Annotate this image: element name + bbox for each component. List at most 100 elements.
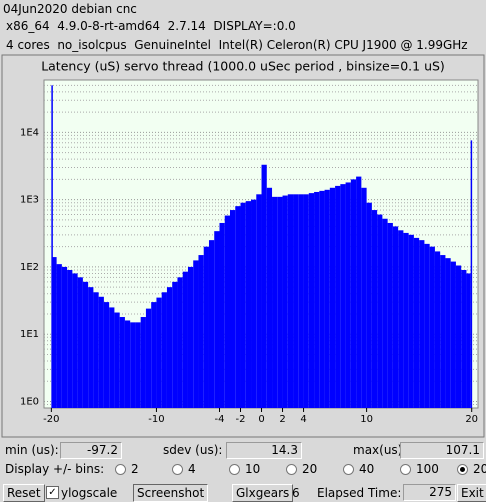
histogram-bar	[277, 196, 283, 408]
histogram-bar	[172, 281, 178, 408]
y-tick-label: 1E4	[20, 127, 39, 138]
histogram-bar	[193, 260, 199, 408]
elapsed-value: 275	[403, 484, 456, 501]
bins-option-label[interactable]: 10	[245, 462, 261, 476]
bins-option-label[interactable]: 100	[416, 462, 439, 476]
histogram-bar	[256, 194, 262, 408]
histogram-bar	[470, 140, 473, 408]
x-tick-label: 0	[258, 414, 264, 425]
glxgears-count: 6	[292, 486, 300, 500]
histogram-bar	[103, 302, 110, 408]
histogram-bar	[214, 231, 220, 408]
stat-value: 14.3	[226, 442, 302, 459]
stat-label: min (us):	[5, 443, 59, 457]
histogram-bar	[224, 215, 230, 408]
histogram-bar	[419, 240, 425, 408]
bins-option-label[interactable]: 4	[188, 462, 196, 476]
bins-radio[interactable]	[400, 464, 411, 475]
histogram-bar	[130, 322, 136, 408]
stat-value: 107.1	[400, 442, 484, 459]
histogram-bar	[266, 187, 273, 408]
histogram-bar	[182, 271, 188, 408]
histogram-bar	[230, 210, 236, 408]
bins-radio[interactable]	[115, 464, 126, 475]
screenshot-button[interactable]: Screenshot	[133, 484, 209, 502]
histogram-bar	[293, 194, 299, 408]
histogram-bar	[177, 277, 183, 408]
histogram-bar	[156, 297, 162, 408]
histogram-bar	[287, 194, 294, 408]
bins-option-label[interactable]: 40	[359, 462, 375, 476]
histogram-bar	[392, 226, 399, 408]
stat-label: max(us)	[353, 443, 403, 457]
histogram-bar	[350, 179, 357, 408]
histogram-bar	[371, 210, 378, 408]
bins-radio[interactable]	[229, 464, 240, 475]
histogram-bar	[203, 246, 209, 408]
histogram-bar	[261, 164, 267, 408]
histogram-bar	[272, 196, 278, 408]
histogram-bar	[377, 214, 383, 408]
histogram-bar	[308, 193, 315, 408]
bins-radio[interactable]	[172, 464, 183, 475]
histogram-bar	[208, 240, 215, 408]
histogram-bar	[314, 191, 320, 408]
histogram-bar	[145, 308, 152, 408]
reset-button[interactable]: Reset	[3, 484, 45, 502]
bins-label: Display +/- bins:	[5, 462, 105, 476]
x-tick-label: 4	[300, 414, 306, 425]
histogram-bar	[240, 202, 246, 408]
bins-option-label[interactable]: 2	[131, 462, 139, 476]
bins-option-label[interactable]: 20	[302, 462, 318, 476]
histogram-bar	[366, 202, 372, 408]
histogram-bar	[461, 269, 467, 408]
histogram-bar	[140, 317, 146, 408]
x-tick-label: -10	[148, 414, 164, 425]
x-tick-label: -4	[214, 414, 224, 425]
histogram-bar	[88, 287, 94, 408]
histogram-bar	[324, 189, 330, 408]
histogram-bar	[329, 187, 336, 408]
bins-radio[interactable]	[457, 464, 468, 475]
exit-button[interactable]: Exit	[457, 484, 486, 502]
x-tick-label: 20	[465, 414, 478, 425]
histogram-bar	[398, 230, 404, 408]
histogram-bar	[235, 206, 241, 408]
histogram-bar	[114, 312, 120, 408]
histogram-bar	[72, 273, 78, 408]
histogram-bar	[82, 281, 89, 408]
histogram-bar	[424, 243, 430, 408]
bins-radio[interactable]	[286, 464, 297, 475]
glxgears-button[interactable]: Glxgears	[232, 484, 294, 502]
histogram-bar	[450, 261, 456, 408]
histogram-bar	[466, 273, 471, 408]
histogram-bar	[429, 246, 435, 408]
bins-radio[interactable]	[343, 464, 354, 475]
histogram-bar	[345, 182, 351, 408]
histogram-bar	[219, 222, 225, 408]
y-tick-label: 1E3	[20, 195, 39, 206]
checkbox-label[interactable]: ylogscale	[61, 486, 118, 500]
histogram-bar	[61, 266, 68, 408]
histogram-bar	[198, 255, 204, 408]
x-tick-label: -20	[43, 414, 59, 425]
chart: Latency (uS) servo thread (1000.0 uSec p…	[1, 54, 485, 438]
histogram-bar	[51, 85, 53, 409]
histogram-bar	[98, 296, 104, 408]
header-line: x86_64 4.9.0-8-rt-amd64 2.7.14 DISPLAY=:…	[6, 19, 296, 33]
histogram-bar	[382, 218, 388, 408]
histogram-bar	[77, 277, 83, 408]
histogram-bar	[298, 194, 304, 408]
histogram-bar	[251, 199, 257, 408]
histogram-bar	[151, 302, 157, 408]
y-tick-label: 1E0	[20, 396, 39, 407]
bins-option-label[interactable]: 200	[473, 462, 486, 476]
histogram-bar	[387, 222, 393, 408]
stat-value: -97.2	[60, 442, 122, 459]
y-tick-label: 1E2	[20, 262, 39, 273]
histogram-bar	[109, 307, 115, 408]
ylogscale-checkbox[interactable]: ✓	[46, 486, 59, 499]
histogram-bar	[440, 255, 446, 408]
histogram-bar	[319, 190, 325, 408]
